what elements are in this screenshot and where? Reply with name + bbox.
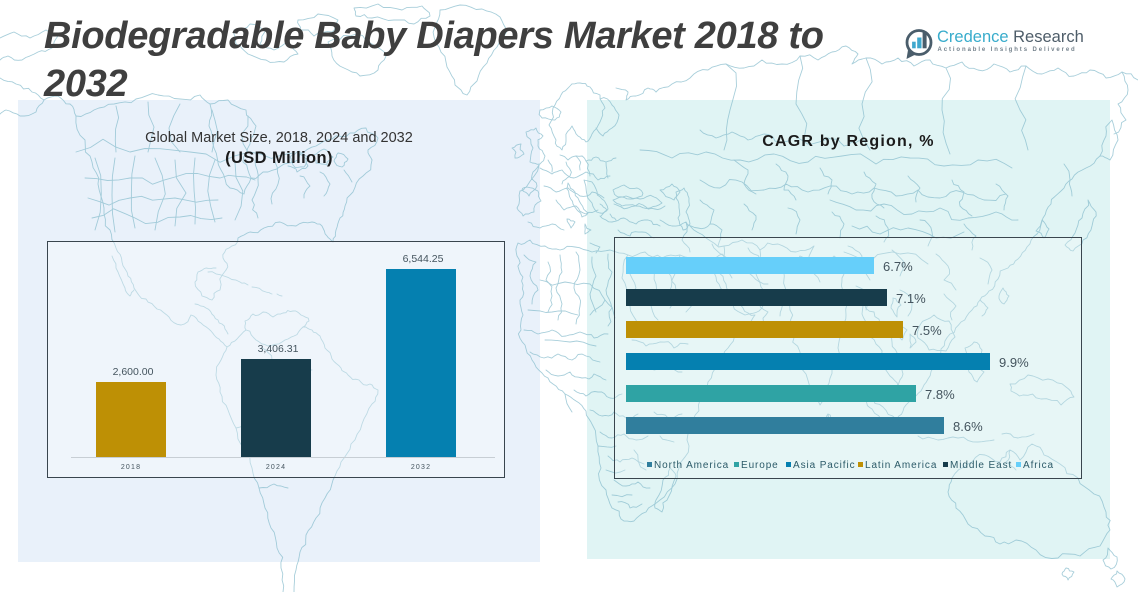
- svg-text:Actionable Insights Delivered: Actionable Insights Delivered: [938, 47, 1077, 53]
- svg-text:Credence Research: Credence Research: [937, 28, 1084, 46]
